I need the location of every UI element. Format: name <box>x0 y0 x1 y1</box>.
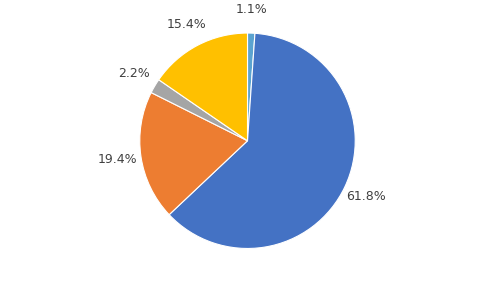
Text: 19.4%: 19.4% <box>98 153 137 166</box>
Text: 1.1%: 1.1% <box>236 3 268 16</box>
Text: 15.4%: 15.4% <box>166 18 206 31</box>
Wedge shape <box>140 93 248 215</box>
Wedge shape <box>248 33 255 141</box>
Text: 2.2%: 2.2% <box>118 68 150 80</box>
Wedge shape <box>159 33 248 141</box>
Text: 61.8%: 61.8% <box>346 190 386 203</box>
Wedge shape <box>169 33 355 248</box>
Wedge shape <box>151 80 248 141</box>
